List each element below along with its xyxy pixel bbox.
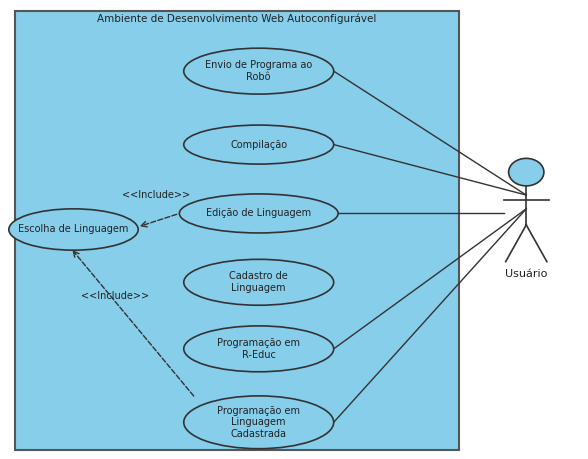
Text: <<Include>>: <<Include>> xyxy=(81,291,149,301)
Text: Edição de Linguagem: Edição de Linguagem xyxy=(206,208,311,218)
Text: <<Include>>: <<Include>> xyxy=(122,190,190,200)
Text: Ambiente de Desenvolvimento Web Autoconfigurável: Ambiente de Desenvolvimento Web Autoconf… xyxy=(97,14,376,24)
Ellipse shape xyxy=(184,326,334,372)
Text: Escolha de Linguagem: Escolha de Linguagem xyxy=(18,224,129,235)
Ellipse shape xyxy=(184,396,334,449)
Ellipse shape xyxy=(179,194,338,233)
Text: Programação em
R-Educ: Programação em R-Educ xyxy=(217,338,300,360)
Circle shape xyxy=(509,158,544,186)
Text: Compilação: Compilação xyxy=(230,140,288,150)
Ellipse shape xyxy=(9,209,138,250)
Text: Programação em
Linguagem
Cadastrada: Programação em Linguagem Cadastrada xyxy=(217,406,300,439)
Ellipse shape xyxy=(184,125,334,164)
Text: Envio de Programa ao
Robô: Envio de Programa ao Robô xyxy=(205,60,312,82)
FancyBboxPatch shape xyxy=(15,11,459,450)
Ellipse shape xyxy=(184,259,334,305)
Ellipse shape xyxy=(184,48,334,94)
Text: Usuário: Usuário xyxy=(505,269,547,279)
Text: Cadastro de
Linguagem: Cadastro de Linguagem xyxy=(229,271,288,293)
